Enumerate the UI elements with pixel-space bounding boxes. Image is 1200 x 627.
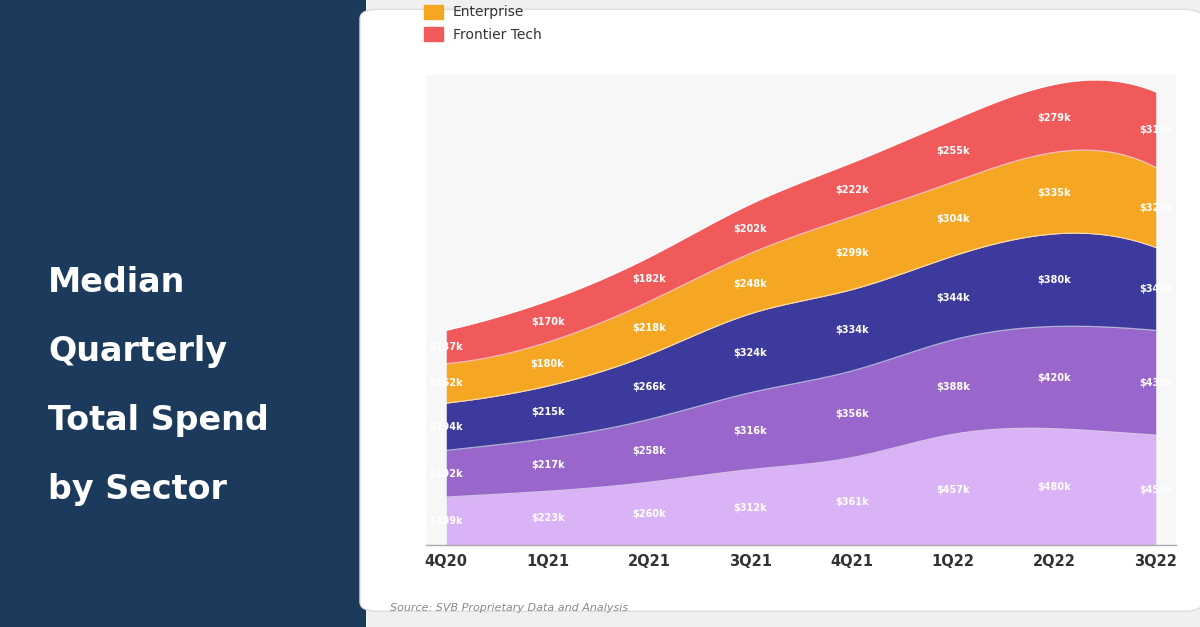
- Text: $222k: $222k: [835, 185, 869, 195]
- Text: Quarterly: Quarterly: [48, 335, 227, 367]
- Text: $324k: $324k: [733, 348, 767, 358]
- Text: $316k: $316k: [733, 426, 767, 436]
- Text: $217k: $217k: [530, 460, 564, 470]
- Text: $420k: $420k: [1038, 372, 1072, 382]
- Text: $388k: $388k: [936, 382, 970, 392]
- Text: $137k: $137k: [430, 342, 463, 352]
- Text: Median: Median: [48, 266, 185, 298]
- Text: $215k: $215k: [530, 407, 564, 417]
- Text: $312k: $312k: [733, 502, 767, 512]
- Text: $279k: $279k: [1038, 113, 1072, 124]
- Text: $182k: $182k: [632, 275, 666, 285]
- Text: $266k: $266k: [632, 382, 666, 392]
- Text: $340k: $340k: [1139, 284, 1172, 294]
- Text: Total Spend: Total Spend: [48, 404, 269, 436]
- Text: $199k: $199k: [430, 516, 463, 526]
- Text: by Sector: by Sector: [48, 473, 227, 505]
- Text: $202k: $202k: [733, 224, 767, 234]
- Text: $335k: $335k: [1038, 188, 1072, 198]
- Text: $380k: $380k: [1038, 275, 1072, 285]
- Text: $344k: $344k: [936, 293, 970, 303]
- Text: $162k: $162k: [430, 378, 463, 388]
- Text: $480k: $480k: [1038, 482, 1072, 492]
- Text: $194k: $194k: [430, 422, 463, 432]
- Text: Source: SVB Proprietary Data and Analysis: Source: SVB Proprietary Data and Analysi…: [390, 603, 628, 613]
- Text: $248k: $248k: [733, 278, 767, 288]
- Legend: Fintech, Healthtech, Consumer, Enterprise, Frontier Tech: Fintech, Healthtech, Consumer, Enterpris…: [418, 0, 547, 48]
- Text: $180k: $180k: [530, 359, 564, 369]
- Text: $361k: $361k: [835, 497, 869, 507]
- Text: $454k: $454k: [1139, 485, 1172, 495]
- Text: $223k: $223k: [530, 514, 564, 524]
- Text: $258k: $258k: [632, 446, 666, 456]
- Text: $329k: $329k: [1139, 203, 1172, 213]
- Text: $304k: $304k: [936, 214, 970, 224]
- Text: $356k: $356k: [835, 409, 869, 419]
- Text: $170k: $170k: [530, 317, 564, 327]
- Text: $192k: $192k: [430, 468, 463, 478]
- Text: $218k: $218k: [632, 323, 666, 333]
- Text: $457k: $457k: [936, 485, 970, 495]
- Text: $430k: $430k: [1139, 377, 1172, 387]
- Text: $299k: $299k: [835, 248, 869, 258]
- Text: $255k: $255k: [936, 146, 970, 156]
- Text: $260k: $260k: [632, 509, 666, 519]
- Text: $334k: $334k: [835, 325, 869, 335]
- Text: $310k: $310k: [1139, 125, 1172, 135]
